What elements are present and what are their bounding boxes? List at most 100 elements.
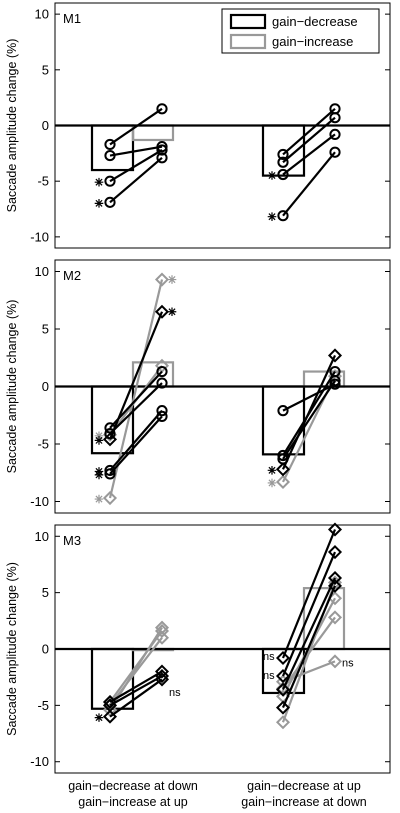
- significance-star: [267, 212, 277, 222]
- session-connector: [109, 409, 163, 472]
- y-tick-label: 0: [42, 379, 49, 394]
- y-tick-label: -10: [30, 229, 49, 244]
- session-line: [104, 141, 168, 162]
- session-point: [329, 128, 341, 141]
- session-connector: [109, 630, 163, 703]
- panel-m1: -10 -5 0 5 10 Saccade amplitude change (%) M1 g…: [5, 2, 391, 249]
- significance-star: [267, 478, 277, 488]
- ns-annotation: ns: [263, 670, 275, 682]
- legend-box: [221, 8, 380, 54]
- session-line: [94, 672, 170, 724]
- session-connector: [109, 678, 163, 718]
- significance-star: [94, 436, 104, 445]
- y-tick-label: 10: [35, 7, 49, 22]
- significance-star: [94, 470, 104, 480]
- legend: gain−decrease gain−increase: [221, 8, 380, 54]
- session-point: [102, 432, 118, 447]
- session-line: [277, 112, 341, 168]
- session-point: [156, 405, 168, 417]
- session-point: [329, 378, 341, 390]
- panel-m3: -10 -5 0 5 10 Saccade amplitude change (%) M3 n…: [5, 522, 391, 809]
- session-connector: [109, 149, 163, 183]
- legend-swatch: [229, 13, 267, 30]
- session-point: [102, 694, 118, 709]
- session-line: [94, 144, 168, 187]
- ns-annotation: ns: [263, 651, 275, 663]
- session-point: [156, 103, 168, 115]
- session-line: [275, 570, 343, 697]
- session-point: [154, 272, 170, 287]
- significance-star: [267, 466, 277, 475]
- session-point: [156, 410, 168, 422]
- session-line: [275, 545, 343, 684]
- ns-annotation: ns: [169, 687, 181, 699]
- x-tick-label: gain−increase at up: [78, 795, 188, 809]
- x-tick-label: gain−increase at down: [241, 795, 366, 809]
- session-point: [154, 669, 170, 684]
- session-connector: [108, 311, 164, 440]
- session-point: [275, 462, 291, 477]
- significance-star: [94, 713, 104, 722]
- session-point: [156, 152, 168, 164]
- session-connector: [109, 637, 163, 707]
- y-tick-label: -5: [37, 698, 49, 713]
- session-line: [94, 152, 168, 208]
- significance-star: [267, 171, 277, 180]
- session-connector: [109, 145, 163, 157]
- session-connector: [281, 551, 337, 677]
- significance-star: [94, 494, 104, 504]
- session-line: [277, 375, 341, 465]
- session-connector: [282, 383, 336, 412]
- y-tick-label: 10: [35, 264, 49, 279]
- y-tick-label: 0: [42, 118, 49, 133]
- session-connector: [281, 529, 337, 659]
- session-line: [94, 304, 177, 447]
- session-point: [154, 672, 170, 687]
- session-connector: [282, 660, 336, 683]
- session-point: [327, 578, 343, 593]
- session-point: [275, 700, 291, 715]
- session-point: [154, 623, 170, 638]
- bar-gain-increase: [131, 124, 175, 142]
- session-point: [277, 168, 289, 181]
- session-point: [275, 474, 291, 489]
- session-point: [327, 654, 343, 669]
- session-point: [277, 449, 289, 462]
- session-point: [154, 358, 170, 373]
- session-point: [327, 570, 343, 585]
- session-point: [277, 148, 289, 161]
- panel-label: M1: [63, 11, 81, 26]
- panel-label: M2: [63, 268, 81, 283]
- session-point: [156, 377, 168, 389]
- session-connector: [109, 670, 163, 703]
- session-point: [156, 144, 168, 156]
- session-point: [327, 610, 343, 625]
- session-connector: [281, 354, 337, 470]
- y-tick-label: 5: [42, 322, 49, 337]
- session-point: [327, 522, 343, 537]
- session-connector: [282, 616, 336, 690]
- significance-star: [94, 177, 104, 187]
- session-point: [275, 669, 291, 684]
- y-tick-label: -10: [30, 494, 49, 509]
- session-connector: [281, 585, 337, 709]
- session-point: [102, 491, 118, 506]
- session-point: [277, 405, 289, 417]
- session-point: [277, 156, 289, 168]
- y-axis-label: Saccade amplitude change (%): [5, 562, 19, 736]
- x-tick-label: gain−decrease at up: [247, 779, 361, 793]
- session-connector: [282, 151, 336, 217]
- session-point: [104, 138, 116, 151]
- session-line: [277, 378, 341, 417]
- significance-star: [167, 307, 177, 317]
- session-connector: [109, 107, 163, 146]
- panel-m2: -10 -5 0 5 10 Saccade amplitude change (%) M2: [5, 259, 391, 514]
- session-line: [267, 128, 341, 181]
- y-tick-label: 5: [42, 585, 49, 600]
- significance-star: [167, 275, 177, 284]
- session-point: [329, 146, 341, 158]
- x-tick-label: gain−decrease at down: [68, 779, 198, 793]
- session-line: [102, 623, 170, 709]
- session-connector: [282, 380, 336, 460]
